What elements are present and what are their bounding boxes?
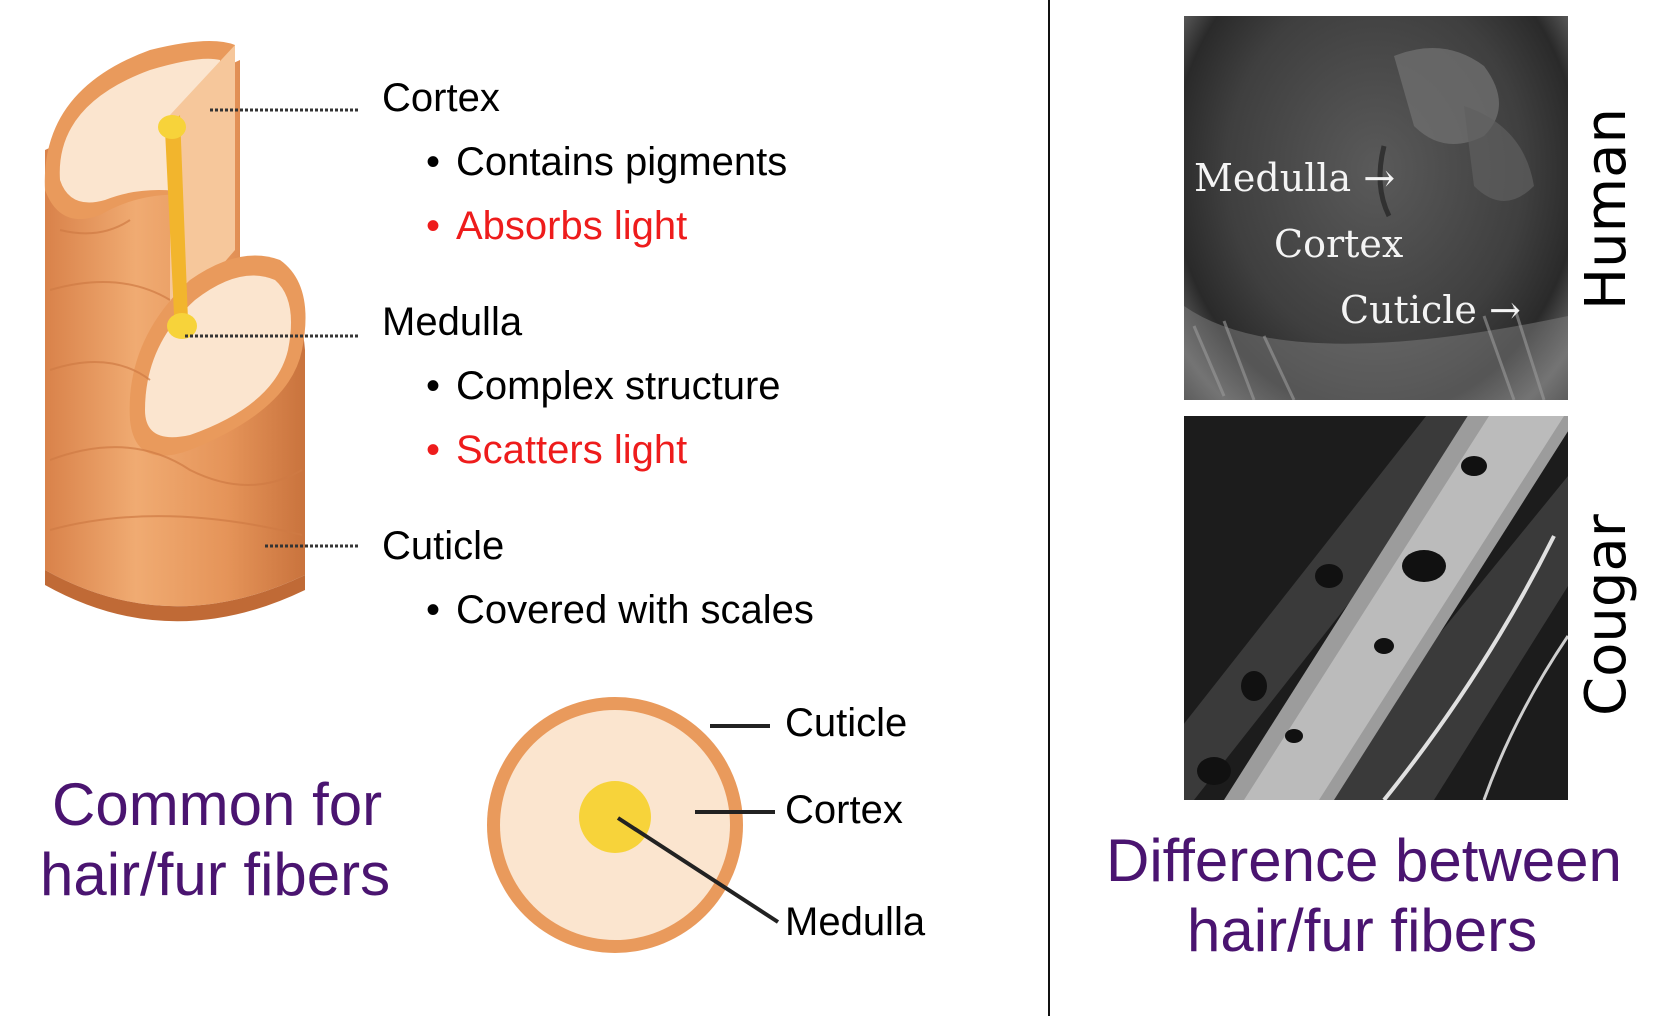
medulla-heading: Medulla	[382, 300, 523, 344]
human-sem-texture	[1184, 48, 1568, 400]
hair-cross-section	[487, 697, 743, 953]
hair-3d-illustration	[44, 41, 306, 622]
medulla-bullet-2: • Scatters light	[426, 430, 687, 470]
bullet-marker: •	[426, 140, 441, 184]
cortex-bullet-1-text: Contains pigments	[456, 140, 788, 184]
cross-section-cuticle-label: Cuticle	[785, 701, 908, 745]
vertical-divider	[1048, 0, 1050, 1016]
human-cortex-label: Cortex	[1274, 222, 1404, 266]
bullet-marker: •	[426, 428, 441, 472]
right-caption-line-1: Difference between	[1106, 827, 1622, 894]
human-side-label: Human	[1574, 108, 1639, 310]
human-sem-image: Medulla → Cortex Cuticle →	[1184, 16, 1568, 400]
arrow-icon: →	[1489, 288, 1521, 332]
medulla-bullet-1-text: Complex structure	[456, 364, 781, 408]
cougar-side-label: Cougar	[1574, 514, 1639, 716]
cross-section-medulla-label: Medulla	[785, 900, 926, 944]
cross-section-medulla	[579, 781, 651, 853]
cortex-bullet-2-text: Absorbs light	[456, 204, 688, 248]
human-medulla-label-text: Medulla	[1194, 156, 1352, 200]
cortex-bullet-1: • Contains pigments	[426, 142, 787, 182]
bullet-marker: •	[426, 588, 441, 632]
cortex-heading: Cortex	[382, 76, 500, 120]
cuticle-heading: Cuticle	[382, 524, 505, 568]
cuticle-bullet-1: • Covered with scales	[426, 590, 814, 630]
bullet-marker: •	[426, 204, 441, 248]
cuticle-bullet-1-text: Covered with scales	[456, 588, 814, 632]
medulla-bullet-1: • Complex structure	[426, 366, 781, 406]
cougar-sem-texture	[1184, 416, 1568, 800]
left-caption-line-2: hair/fur fibers	[40, 841, 391, 908]
cougar-sem-image	[1184, 416, 1568, 800]
human-cuticle-label-text: Cuticle	[1340, 288, 1477, 332]
medulla-bullet-2-text: Scatters light	[456, 428, 688, 472]
cortex-bullet-2: • Absorbs light	[426, 206, 687, 246]
human-cuticle-label: Cuticle →	[1340, 288, 1521, 332]
arrow-icon: →	[1363, 156, 1396, 200]
left-caption-line-1: Common for	[52, 771, 383, 838]
bullet-marker: •	[426, 364, 441, 408]
cross-section-cortex-label: Cortex	[785, 788, 903, 832]
human-medulla-label: Medulla →	[1194, 156, 1395, 200]
right-caption-line-2: hair/fur fibers	[1187, 897, 1538, 964]
